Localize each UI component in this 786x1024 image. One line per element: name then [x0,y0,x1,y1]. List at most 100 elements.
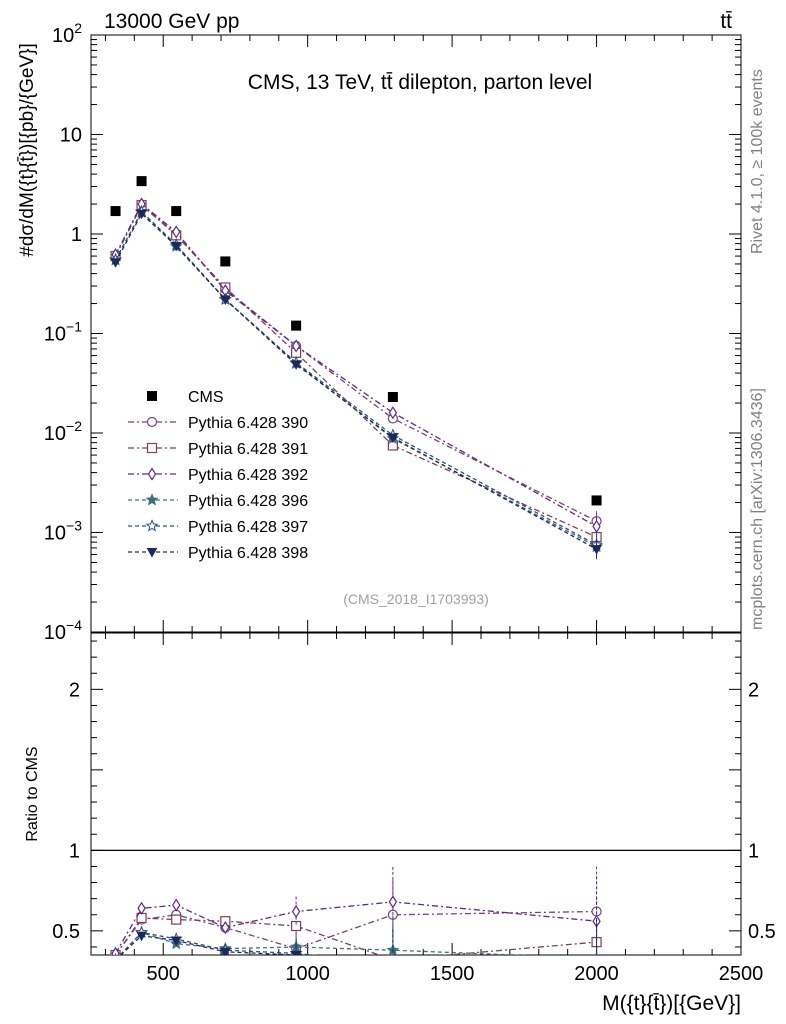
legend-label: Pythia 6.428 391 [188,441,308,458]
ratio-y-tick-label: 2 [69,679,80,701]
legend-label: Pythia 6.428 392 [188,467,308,484]
data-point [136,209,147,220]
data-point [388,406,398,420]
ratio-y-tick-label-right: 2 [748,679,759,701]
ratio-point [291,904,301,919]
x-tick-label: 1000 [285,963,330,985]
legend-label: Pythia 6.428 396 [188,493,308,510]
y-tick-label: 1 [71,224,82,246]
x-tick-label: 1500 [430,963,475,985]
data-point [219,295,231,305]
series-line [115,204,597,538]
ratio-series-pythia-6.428-392 [111,866,601,955]
legend-marker [146,548,158,558]
cms-point [387,392,398,403]
ratio-point [111,946,120,955]
ratio-point [111,956,120,964]
ratio-series-pythia-6.428-396 [114,913,599,955]
ratio-series-pythia-6.428-398 [111,919,598,969]
ratio-point [387,954,398,955]
legend-label: Pythia 6.428 397 [188,519,308,536]
y-tick-label: 10 [60,125,82,147]
cms-point [591,495,602,506]
ratio-point [388,895,398,909]
ratio-series [110,866,602,969]
ratio-series-pythia-6.428-397 [114,918,598,968]
ratio-point [137,901,146,915]
ratio-point [114,953,117,955]
main-ticks: 10−4 10−3 10−2 10−1 1 10 102 [44,20,742,644]
y-tick-label: 10−4 [44,617,82,644]
legend-label: Pythia 6.428 398 [188,545,308,562]
ratio-point [388,958,398,968]
ratio-y-tick-label-right: 1 [748,840,759,862]
ratio-y-tick-label-right: 0.5 [748,921,776,943]
ratio-frame [90,632,742,956]
ratio-series-pythia-6.428-391 [110,897,602,955]
legend-marker [145,493,159,506]
legend-label: CMS [188,389,224,406]
legend-marker [147,391,157,401]
main-series [109,176,604,560]
data-point [592,519,601,534]
data-point [110,258,121,268]
series-pythia-6.428-390 [110,200,602,532]
legend-marker [147,467,157,481]
ratio-point [388,961,397,969]
ratio-line [119,931,532,955]
cms-point [220,256,231,267]
legend-marker [146,416,158,428]
data-point [170,241,182,252]
legend-marker [146,442,158,454]
data-point [387,433,399,444]
legend-marker [145,519,159,532]
x-tick-label: 2000 [574,963,619,985]
main-ylabel: #dσ/dM({t}{t̄})[{pb}/{GeV}] [17,43,38,257]
ratio-point [291,920,302,932]
cms-point [291,320,302,331]
y-tick-label: 10−1 [44,319,82,346]
ratio-point [172,898,181,912]
header-right: tt̄ [720,10,732,33]
series-pythia-6.428-391 [110,200,602,548]
x-tick-label: 2500 [719,963,764,985]
main-frame [90,34,742,633]
ratio-point [114,953,117,955]
data-point [291,339,301,353]
legend: CMS Pythia 6.428 390 Pythia 6.428 391 Pythi… [128,389,308,562]
x-axis-label: M({t}{t̄})[{GeV}] [602,992,741,1015]
header-left: 13000 GeV pp [104,10,239,33]
series-pythia-6.428-397 [109,204,604,555]
ratio-point [171,914,182,925]
cms-point [110,206,121,217]
cms-point [136,176,147,187]
y-tick-label: 10−2 [44,418,82,445]
mcplots-label: mcplots.cern.ch [arXiv:1306.3436] [749,388,766,630]
cms-point [171,206,182,217]
data-point [591,545,602,555]
ratio-point [290,951,302,955]
series-pythia-6.428-398 [110,209,602,560]
ratio-point [219,947,231,955]
series-cms [110,176,602,506]
ratio-ylabel: Ratio to CMS [24,746,41,841]
data-point [290,360,302,370]
x-tick-label: 500 [147,963,180,985]
legend-label: Pythia 6.428 390 [188,415,308,432]
y-tick-label: 102 [52,20,82,47]
ratio-ticks: 0.5 0.51 12 2500 1000 1500 2000 2500 [52,633,776,985]
y-tick-label: 10−3 [44,518,82,545]
data-point [172,225,181,239]
ratio-line [119,935,303,955]
series-pythia-6.428-396 [109,205,604,557]
chart-title: CMS, 13 TeV, tt̄ dilepton, parton level [248,71,592,94]
ratio-line [115,917,597,955]
ratio-y-tick-label: 0.5 [52,921,80,943]
rivet-label: Rivet 4.1.0, ≥ 100k events [749,69,766,254]
analysis-tag: (CMS_2018_I1703993) [343,591,489,607]
ratio-point [170,936,182,947]
ratio-y-tick-label: 1 [69,840,80,862]
ratio-point [136,931,147,942]
ratio-point [221,921,230,935]
